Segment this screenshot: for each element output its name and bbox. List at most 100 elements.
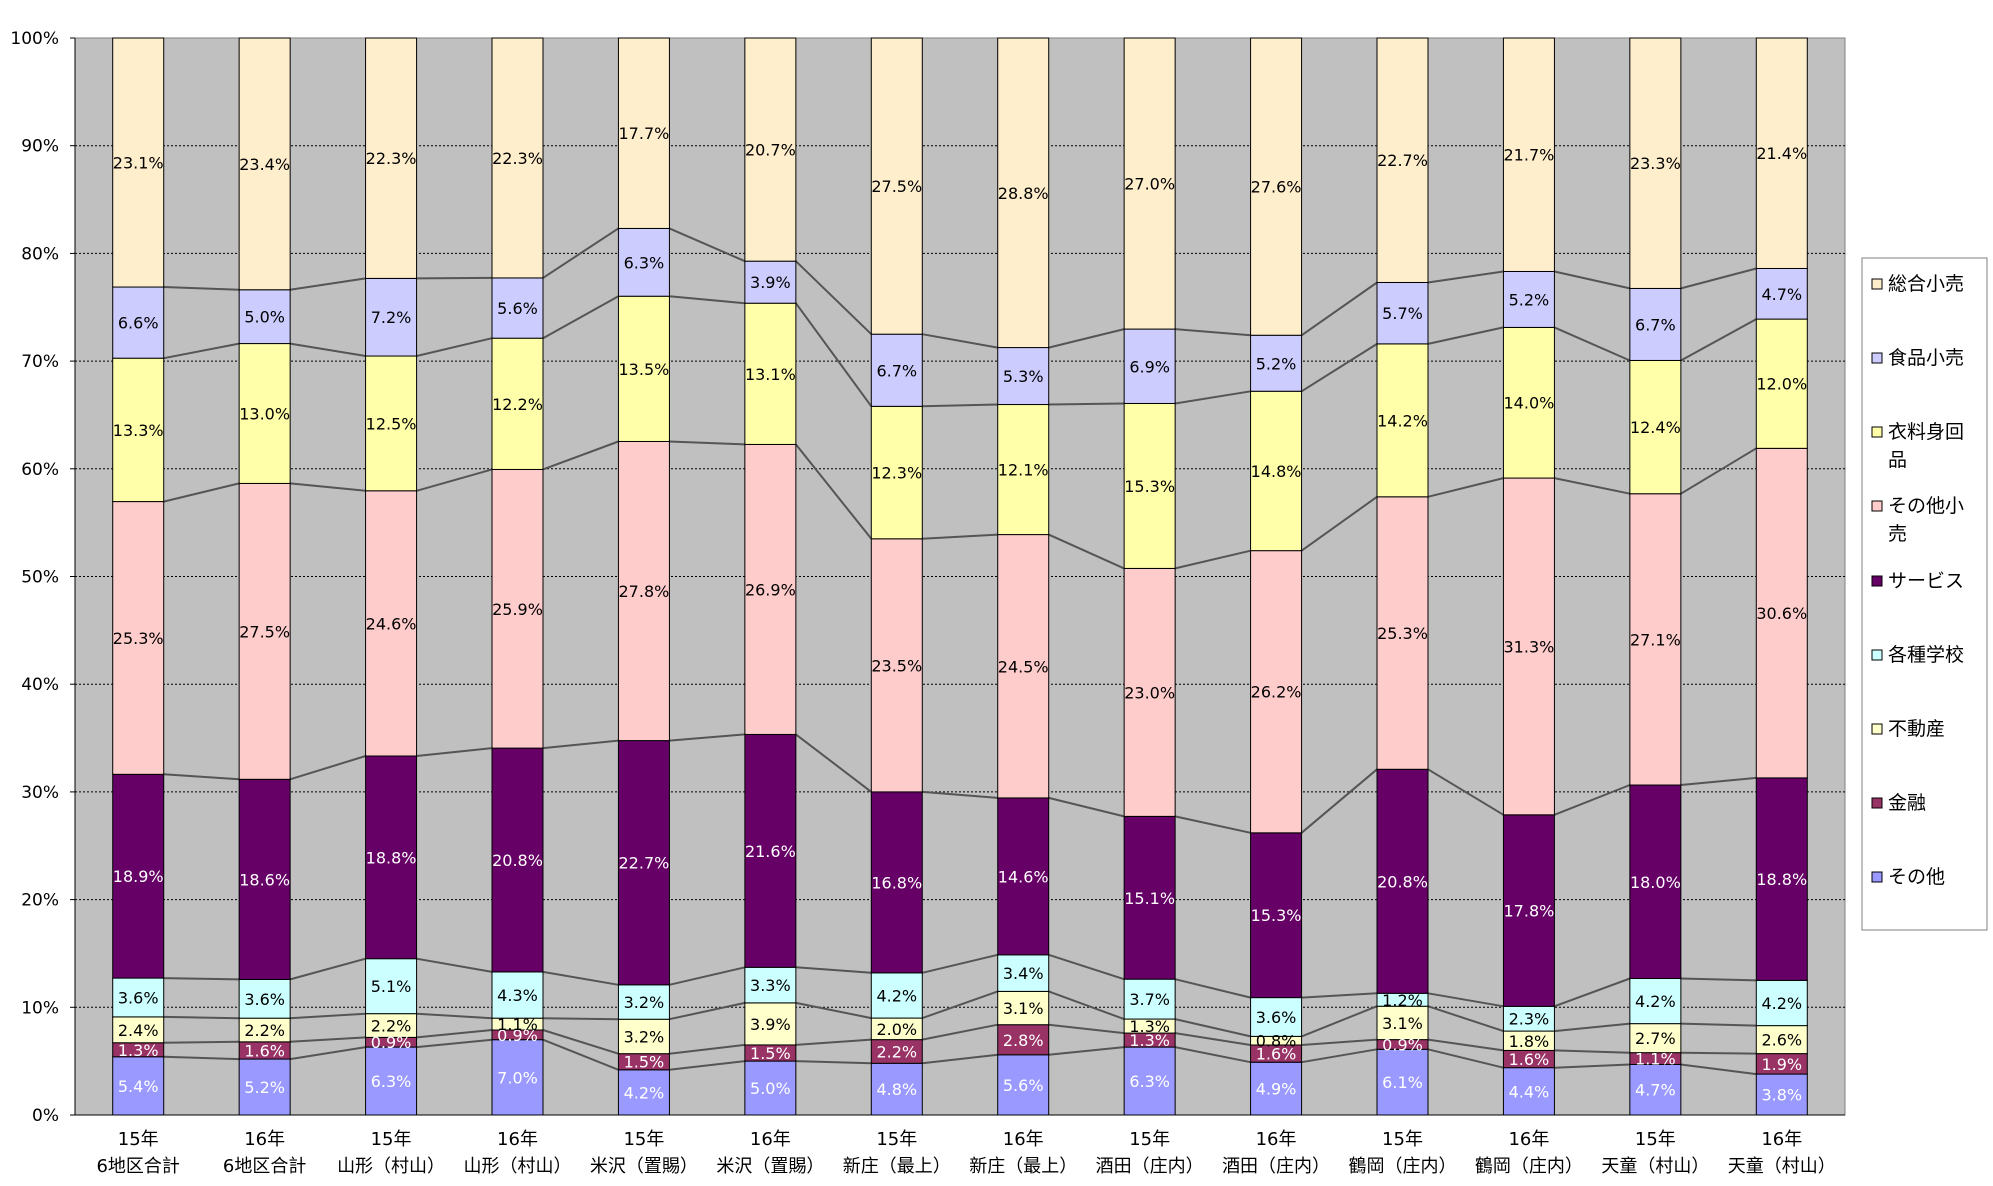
data-label: 4.2% [876, 986, 917, 1005]
x-tick-label-line: 16年 [750, 1129, 791, 1150]
data-label: 2.2% [876, 1042, 917, 1061]
data-label: 3.7% [1129, 990, 1170, 1009]
data-label: 1.5% [624, 1053, 665, 1072]
bar-segment [744, 260, 797, 304]
connector-各種学校 [163, 953, 1757, 1008]
data-label: 2.7% [1635, 1029, 1676, 1048]
legend-label-line: 衣料身回 [1888, 421, 1964, 443]
data-label: 1.6% [1256, 1045, 1297, 1064]
x-tick-label-line: 15年 [623, 1129, 664, 1150]
bar-segment [112, 501, 165, 775]
data-label: 4.9% [1256, 1080, 1297, 1099]
data-label: 27.5% [239, 622, 290, 641]
data-label: 2.0% [876, 1020, 917, 1039]
data-label: 1.1% [497, 1015, 538, 1034]
data-label: 25.3% [1377, 624, 1428, 643]
bar-segment [1629, 977, 1682, 1025]
bar-segment [1123, 328, 1176, 404]
data-label: 6.7% [1635, 315, 1676, 334]
x-tick-label-line: 6地区合計 [96, 1156, 179, 1177]
legend-label-line: 売 [1888, 523, 1907, 545]
bar-segment [997, 954, 1050, 992]
legend-swatch [1871, 797, 1883, 809]
bar-segment [1629, 784, 1682, 979]
bar-segment [1629, 287, 1682, 361]
bar-segment [1502, 1067, 1555, 1116]
legend-label-line: その他小 [1888, 495, 1964, 517]
bar-segment [238, 289, 291, 345]
legend-label-line: 金融 [1888, 792, 1926, 814]
data-label: 3.6% [244, 990, 285, 1009]
data-label: 27.0% [1124, 175, 1175, 194]
data-label: 7.2% [371, 308, 412, 327]
bar-segment [997, 990, 1050, 1026]
bar-segment [1502, 477, 1555, 816]
data-label: 21.6% [745, 842, 796, 861]
data-label: 18.8% [366, 848, 417, 867]
y-tick-label: 20% [21, 891, 59, 911]
bar-segment [1755, 37, 1808, 269]
bar-segment [617, 740, 670, 986]
bar-segment [238, 343, 291, 484]
y-tick-label: 0% [32, 1106, 59, 1126]
legend-label-line: その他 [1888, 866, 1945, 888]
data-label: 23.1% [113, 154, 164, 173]
data-label: 1.6% [1509, 1050, 1550, 1069]
y-tick-label: 90% [21, 137, 59, 157]
data-label: 5.1% [371, 977, 412, 996]
bar-segment [744, 733, 797, 968]
data-label: 3.6% [118, 988, 159, 1007]
x-tick-label: 15年新庄（最上） [843, 1129, 951, 1177]
connector-その他小売 [163, 440, 1757, 570]
legend-label: 各種学校 [1888, 644, 1964, 666]
data-label: 6.1% [1382, 1073, 1423, 1092]
x-tick-label: 16年酒田（庄内） [1222, 1129, 1330, 1177]
data-label: 22.3% [492, 149, 543, 168]
bar-segment [1250, 832, 1303, 999]
x-tick-label-line: 米沢（置賜） [590, 1156, 698, 1177]
x-tick-label: 16年米沢（置賜） [716, 1129, 824, 1177]
data-label: 6.3% [624, 253, 665, 272]
bar-segment [491, 37, 544, 279]
bar-segment [112, 1016, 165, 1044]
bar-segment [112, 357, 165, 503]
bar-segment [617, 295, 670, 442]
data-label: 2.6% [1761, 1031, 1802, 1050]
x-tick-label: 16年天童（村山） [1728, 1129, 1836, 1177]
legend-label-line: 不動産 [1888, 718, 1945, 740]
legend-label-line: 食品小売 [1888, 347, 1964, 369]
x-tick-label-line: 16年 [1003, 1129, 1044, 1150]
data-label: 5.6% [497, 299, 538, 318]
data-label: 3.6% [1256, 1008, 1297, 1027]
bar-segment [1123, 815, 1176, 980]
data-label: 22.7% [1377, 151, 1428, 170]
bar-segment [238, 1058, 291, 1116]
data-label: 17.7% [619, 124, 670, 143]
data-label: 1.3% [1129, 1017, 1170, 1036]
data-label: 7.0% [497, 1068, 538, 1087]
bar-segment [744, 37, 797, 262]
data-label: 4.3% [497, 986, 538, 1005]
data-label: 13.5% [619, 360, 670, 379]
x-tick-label: 15年山形（村山） [337, 1129, 445, 1177]
bar-segment [870, 538, 923, 793]
data-label: 31.3% [1504, 637, 1555, 656]
data-label: 6.3% [371, 1072, 412, 1091]
x-tick-label-line: 新庄（最上） [969, 1156, 1077, 1177]
data-labels: 5.4%1.3%2.4%3.6%18.9%25.3%13.3%6.6%23.1%… [113, 124, 1807, 1104]
bar-segment [1250, 997, 1303, 1037]
data-label: 5.3% [1003, 367, 1044, 386]
data-label: 1.1% [1635, 1050, 1676, 1069]
data-label: 5.0% [750, 1079, 791, 1098]
bar-segment [617, 227, 670, 297]
connector-衣料身回品 [163, 295, 1757, 408]
bar-segment [1502, 326, 1555, 479]
data-label: 1.8% [1509, 1032, 1550, 1051]
data-label: 1.3% [118, 1041, 159, 1060]
x-tick-label-line: 16年 [244, 1129, 285, 1150]
data-label: 17.8% [1504, 902, 1555, 921]
data-label: 6.6% [118, 314, 159, 333]
y-axis: 0% 10% 20% 30% 40% 50% 60% 70% 80% 90% 100% [10, 29, 76, 1126]
x-tick-label-line: 酒田（庄内） [1096, 1156, 1204, 1177]
